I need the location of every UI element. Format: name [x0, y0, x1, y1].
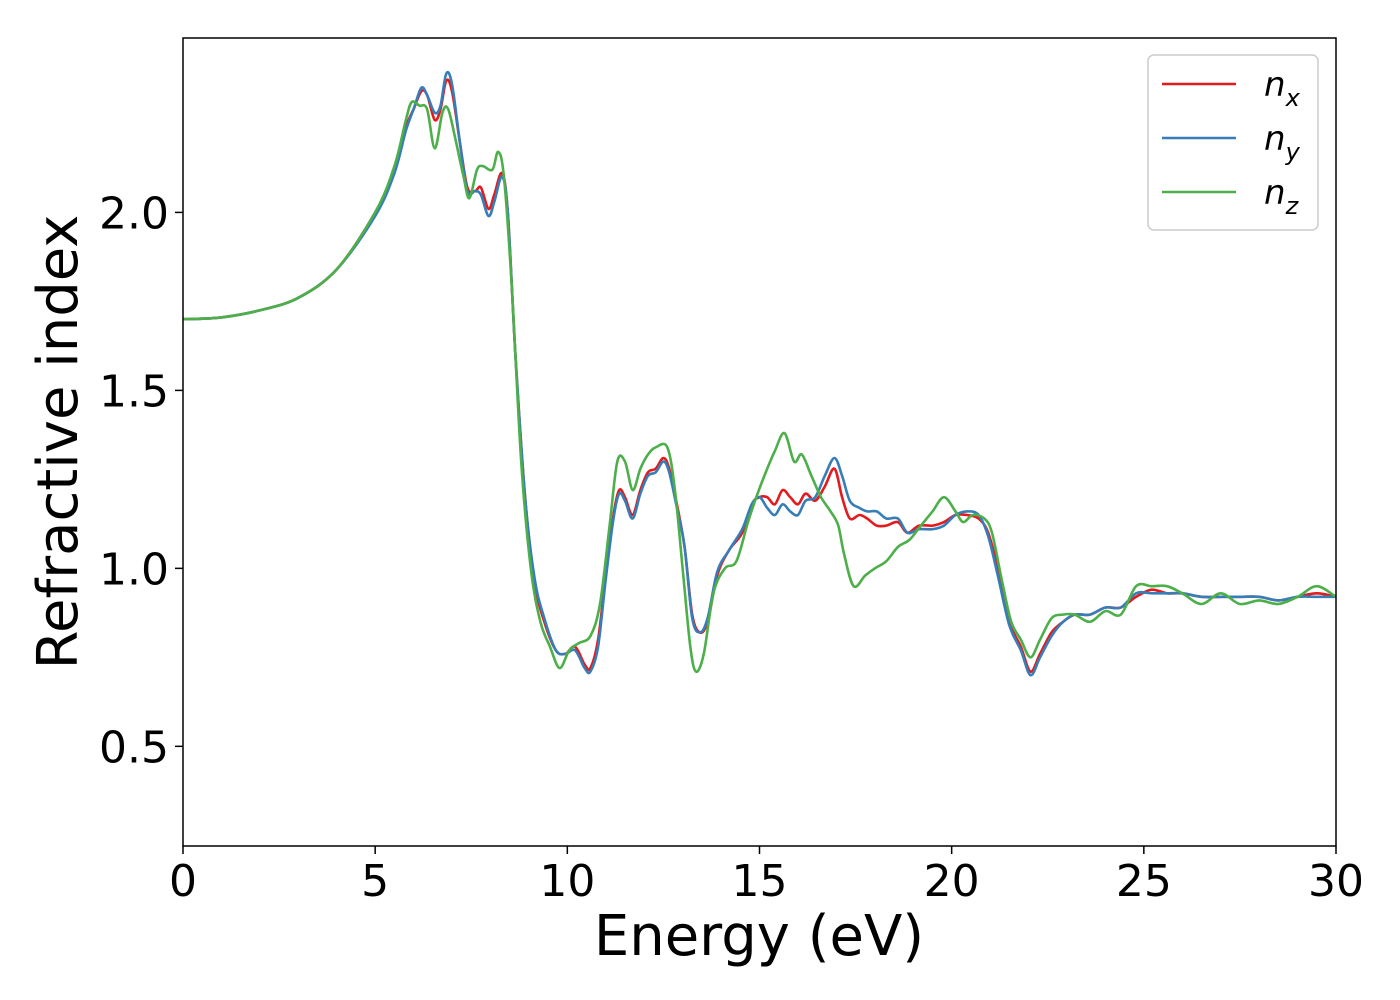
x-tick-label: 0	[169, 856, 197, 907]
y-tick-label: 2.0	[99, 188, 169, 239]
series-layer	[182, 70, 1337, 677]
y-axis-title: Refractive index	[26, 215, 91, 670]
x-tick-label: 5	[361, 856, 389, 907]
x-tick-label: 15	[732, 856, 788, 907]
x-tick-label: 25	[1116, 856, 1172, 907]
x-tick-label: 20	[924, 856, 980, 907]
y-tick-label: 1.5	[99, 366, 169, 417]
x-axis: 0 5 10 15 20 25 30	[169, 846, 1364, 907]
y-tick-label: 0.5	[99, 722, 169, 773]
x-tick-label: 30	[1308, 856, 1364, 907]
x-axis-title: Energy (eV)	[594, 904, 924, 969]
series-line-nz	[182, 100, 1337, 674]
legend-frame	[1147, 54, 1319, 231]
y-axis: 0.5 1.0 1.5 2.0	[99, 188, 183, 773]
plot-area	[183, 38, 1336, 846]
legend-label-nz: nz	[1264, 173, 1300, 220]
x-tick-label: 10	[539, 856, 595, 907]
y-tick-label: 1.0	[99, 544, 169, 595]
